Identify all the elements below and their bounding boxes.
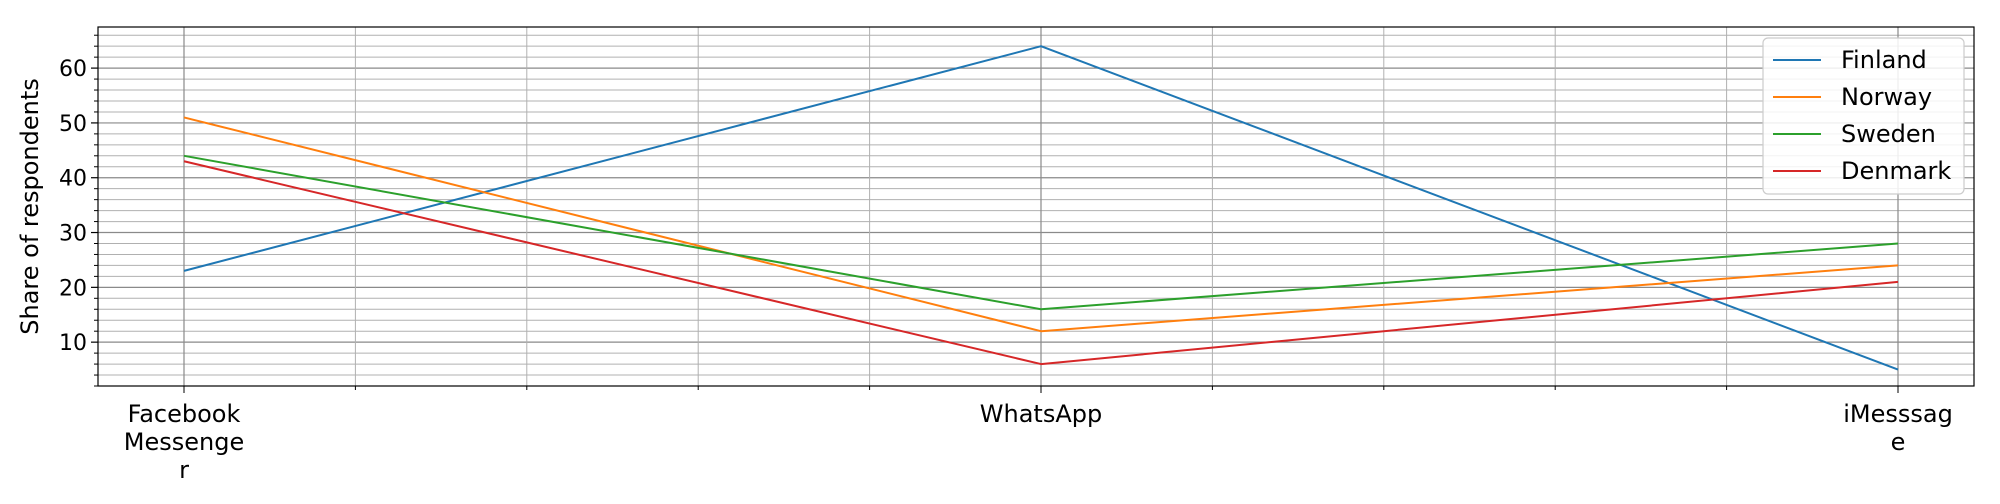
x-tick-label: Facebook Messenge r: [124, 400, 244, 484]
series-line-finland: [183, 45, 1899, 371]
series-line-denmark: [183, 160, 1899, 366]
x-tick-label-line: e: [1891, 428, 1906, 456]
y-tick-label: 40: [59, 167, 87, 192]
legend-label: Finland: [1841, 46, 1927, 74]
legend-box: [1762, 37, 1965, 195]
legend-label: Denmark: [1841, 157, 1951, 185]
y-tick-label: 60: [59, 57, 87, 82]
y-tick-label: 10: [59, 331, 87, 356]
x-tick-label-line: r: [179, 456, 189, 484]
series-line-norway: [183, 116, 1899, 333]
y-tick-label: 50: [59, 112, 87, 137]
x-tick-label: WhatsApp: [980, 400, 1102, 428]
x-tick-label: iMesssag e: [1843, 400, 1953, 456]
x-tick-label-line: iMesssag: [1843, 400, 1953, 428]
y-tick-label: 20: [59, 276, 87, 301]
series-layer: [183, 45, 1899, 371]
legend: Finland Norway Sweden Denmark: [1762, 37, 1965, 195]
x-tick-label-line: Messenge: [124, 428, 244, 456]
plot-frame: [97, 26, 1975, 387]
tick-layer: 10 20 30 40 50 60 Facebook Messenge r WhatsApp iMe…: [59, 34, 1953, 484]
x-tick-label-line: WhatsApp: [980, 400, 1102, 428]
y-tick-label: 30: [59, 222, 87, 247]
grid-layer: [98, 27, 1974, 387]
series-line-sweden: [183, 154, 1899, 311]
x-tick-label-line: Facebook: [128, 400, 241, 428]
legend-label: Norway: [1841, 83, 1932, 111]
legend-label: Sweden: [1841, 120, 1936, 148]
y-axis-label: Share of respondents: [16, 78, 44, 335]
